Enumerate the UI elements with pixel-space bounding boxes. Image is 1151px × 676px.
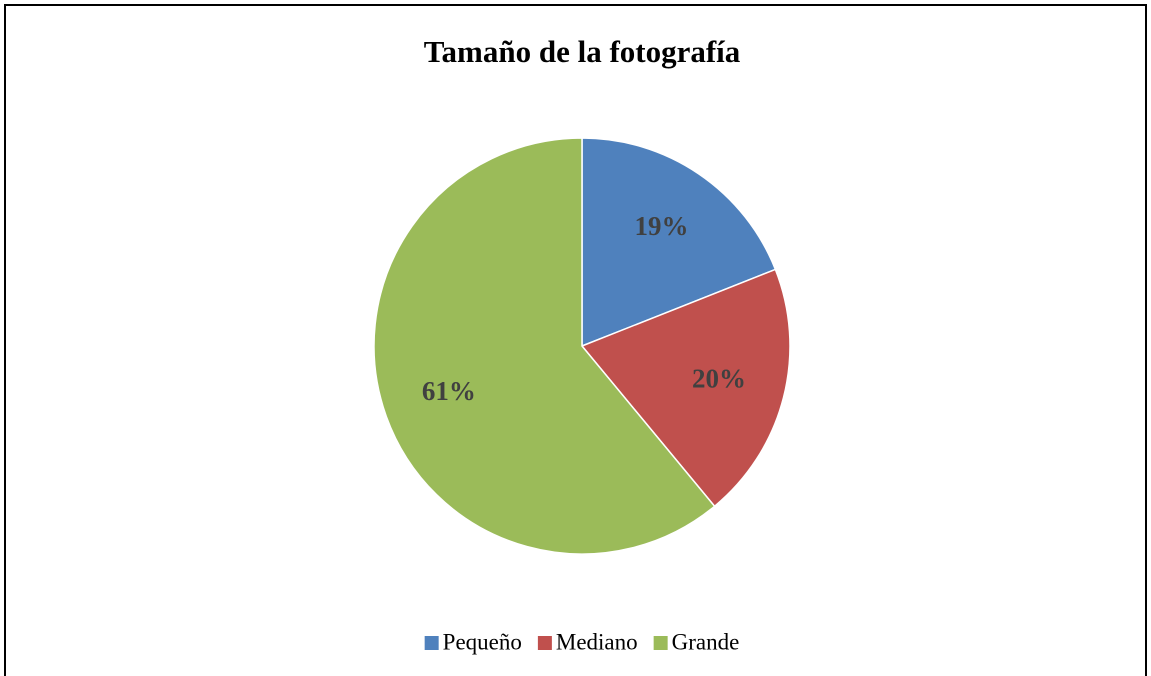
legend-label: Grande — [672, 629, 740, 654]
pie-slice — [373, 137, 716, 555]
legend-label: Mediano — [556, 629, 638, 654]
legend-label: Pequeño — [443, 629, 522, 654]
pie-slice — [580, 268, 791, 508]
data-label: 19% — [635, 211, 689, 241]
legend-swatch — [537, 636, 552, 650]
legend-swatch — [424, 636, 439, 650]
pie-slice — [581, 137, 777, 348]
legend-swatch — [653, 636, 668, 650]
legend: Pequeño Mediano Grande — [424, 629, 740, 654]
chart-title: Tamaño de la fotografía — [424, 34, 741, 69]
data-label: 20% — [692, 363, 746, 393]
chart-border — [4, 4, 1147, 676]
data-label: 61% — [422, 376, 476, 406]
